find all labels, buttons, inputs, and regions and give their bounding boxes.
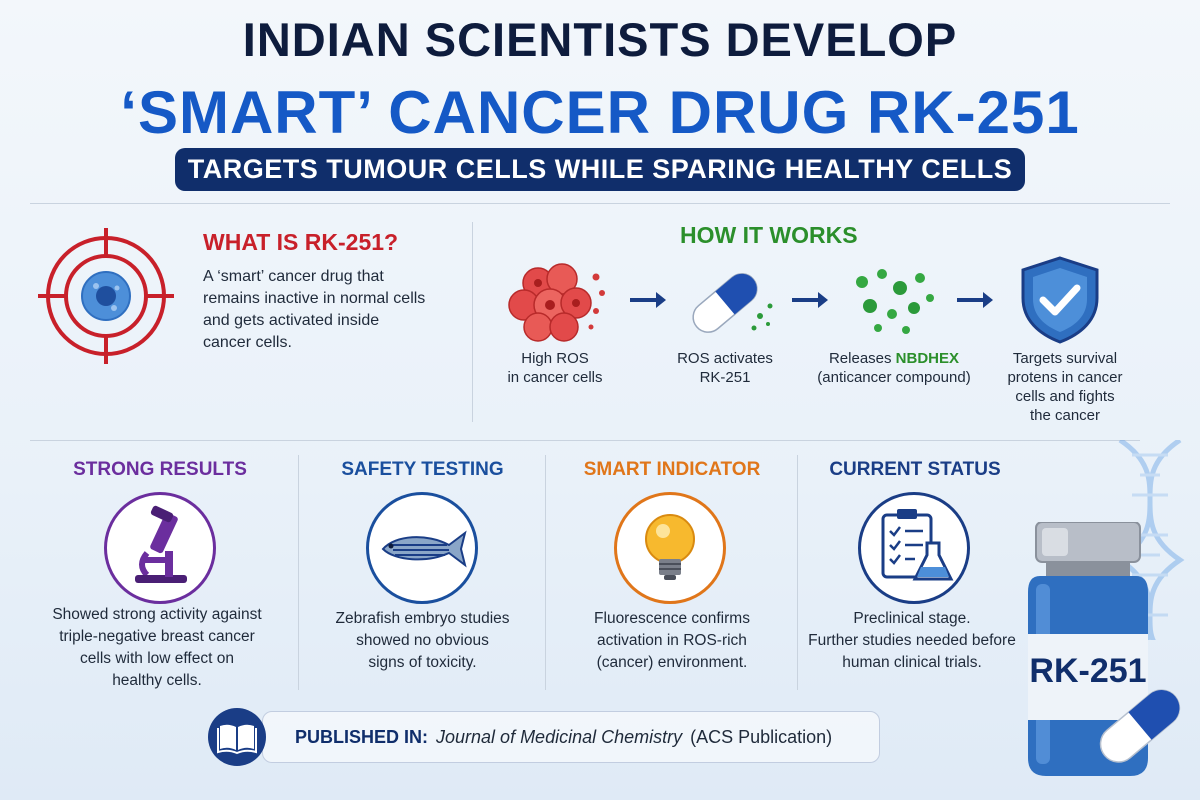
title-line-2: ‘SMART’ CANCER DRUG RK-251 — [120, 79, 1080, 146]
what-heading: WHAT IS RK-251? — [203, 229, 399, 255]
card-safety-testing-heading: SAFETY TESTING — [341, 459, 504, 480]
title-line-1: INDIAN SCIENTISTS DEVELOP — [242, 13, 958, 66]
particles-icon — [848, 262, 938, 342]
card-strong-results-heading: STRONG RESULTS — [73, 459, 247, 480]
lightbulb-icon — [614, 492, 726, 604]
target-cell-icon — [38, 228, 174, 364]
book-icon — [208, 708, 266, 766]
divider-top — [30, 203, 1170, 204]
divider-card-3 — [797, 455, 798, 690]
arrow-right-icon — [628, 290, 668, 315]
step-1-caption: High ROS in cancer cells — [507, 350, 603, 386]
clipboard-flask-icon — [858, 492, 970, 604]
subtitle-text: TARGETS TUMOUR CELLS WHILE SPARING HEALT… — [187, 154, 1013, 184]
divider-card-1 — [298, 455, 299, 690]
divider-what-how — [472, 222, 473, 422]
divider-middle — [30, 440, 1140, 441]
step-4-caption: Targets survival protens in cancer cells… — [1007, 350, 1123, 424]
card-smart-indicator-text: Fluorescence confirms activation in ROS-… — [594, 610, 750, 671]
how-heading: HOW IT WORKS — [680, 222, 858, 248]
published-label: PUBLISHED IN: — [295, 726, 429, 747]
journal-name: Journal of Medicinal Chemistry — [436, 726, 683, 747]
card-safety-testing-text: Zebrafish embryo studies showed no obvio… — [335, 610, 510, 671]
shield-check-icon — [1015, 254, 1105, 346]
subtitle-banner: TARGETS TUMOUR CELLS WHILE SPARING HEALT… — [175, 148, 1025, 191]
step-3-caption: Releases NBDHEX (anticancer compound) — [817, 350, 971, 386]
nbdhex-highlight: NBDHEX — [895, 350, 960, 367]
divider-card-2 — [545, 455, 546, 690]
microscope-icon — [104, 492, 216, 604]
zebrafish-icon — [366, 492, 478, 604]
capsule-icon — [1084, 670, 1196, 782]
arrow-right-icon — [790, 290, 830, 315]
cancer-cells-icon — [496, 255, 616, 345]
capsule-icon — [680, 258, 780, 348]
card-strong-results-text: Showed strong activity against triple-ne… — [52, 606, 262, 689]
step-2-caption: ROS activates RK-251 — [677, 350, 773, 386]
what-description: A ‘smart’ cancer drug that remains inact… — [203, 268, 426, 351]
vial-label: RK-251 — [1029, 652, 1147, 690]
published-in-box: PUBLISHED IN: Journal of Medicinal Chemi… — [262, 711, 880, 763]
card-current-status-text: Preclinical stage. Further studies neede… — [808, 610, 1016, 671]
arrow-right-icon — [955, 290, 995, 315]
card-smart-indicator-heading: SMART INDICATOR — [583, 459, 761, 480]
card-current-status-heading: CURRENT STATUS — [829, 459, 1001, 480]
publisher-name: (ACS Publication) — [690, 726, 833, 747]
